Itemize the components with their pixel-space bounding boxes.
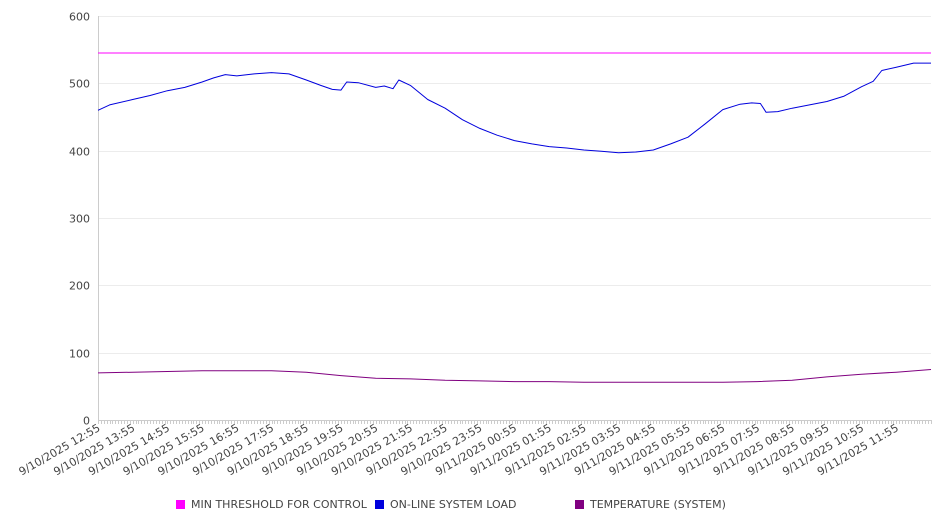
series-lines bbox=[97, 52, 932, 383]
legend-label-system-load: ON-LINE SYSTEM LOAD bbox=[390, 498, 517, 511]
legend-label-min-threshold: MIN THRESHOLD FOR CONTROL bbox=[191, 498, 367, 511]
y-tick-label: 500 bbox=[69, 78, 90, 91]
y-tick-label: 0 bbox=[83, 415, 90, 428]
legend-swatch-min-threshold bbox=[176, 500, 185, 509]
series-line-temperature bbox=[97, 369, 932, 383]
axes bbox=[98, 16, 932, 424]
y-tick-label: 100 bbox=[69, 348, 90, 361]
y-tick-label: 400 bbox=[69, 146, 90, 159]
legend-swatch-temperature bbox=[575, 500, 584, 509]
legend-swatch-system-load bbox=[375, 500, 384, 509]
legend-item-temperature[interactable]: TEMPERATURE (SYSTEM) bbox=[575, 498, 726, 511]
y-tick-label: 200 bbox=[69, 280, 90, 293]
series-line-system-load bbox=[97, 62, 931, 154]
chart-legend: MIN THRESHOLD FOR CONTROL ON-LINE SYSTEM… bbox=[0, 498, 946, 514]
y-tick-label: 600 bbox=[69, 11, 90, 24]
legend-item-min-threshold[interactable]: MIN THRESHOLD FOR CONTROL bbox=[176, 498, 367, 511]
y-tick-label: 300 bbox=[69, 213, 90, 226]
grid-lines bbox=[98, 16, 931, 354]
legend-label-temperature: TEMPERATURE (SYSTEM) bbox=[590, 498, 726, 511]
legend-item-system-load[interactable]: ON-LINE SYSTEM LOAD bbox=[375, 498, 516, 511]
